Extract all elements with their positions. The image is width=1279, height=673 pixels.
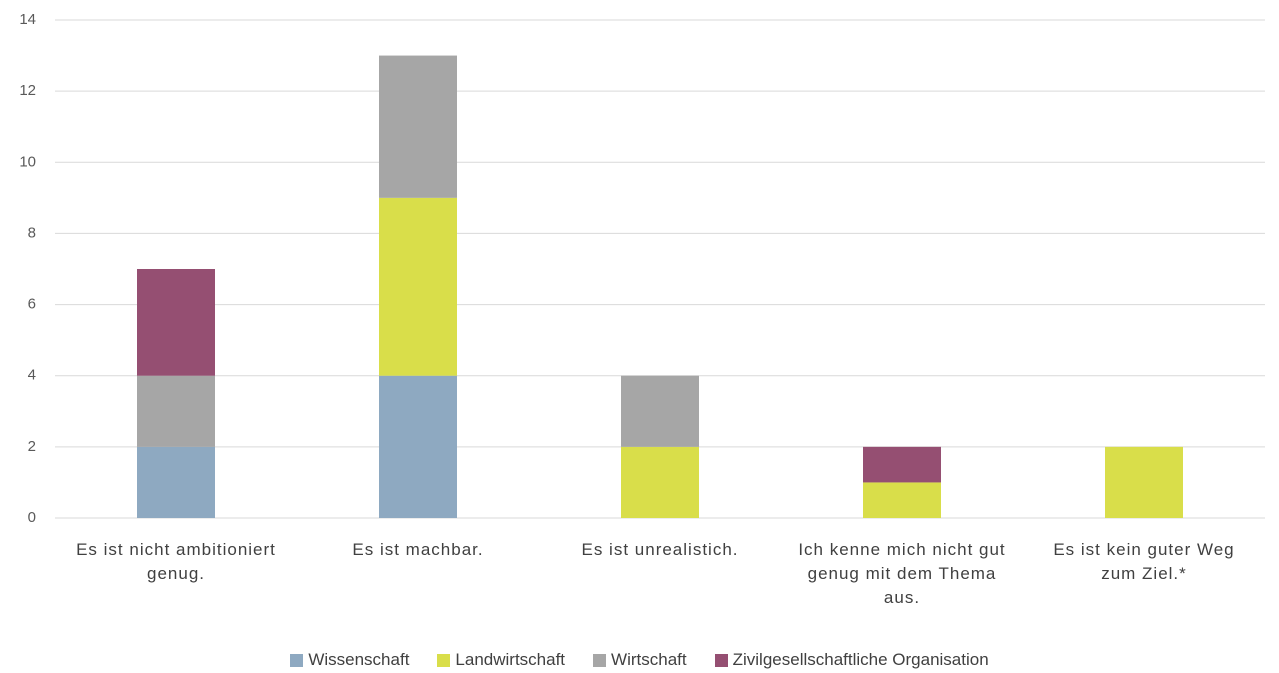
bar-segment	[137, 446, 215, 518]
legend-label: Wirtschaft	[611, 650, 687, 669]
legend-item: Zivilgesellschaftliche Organisation	[714, 650, 989, 670]
legend-swatch	[437, 653, 451, 667]
bar-segment	[863, 482, 941, 518]
bar-segment	[137, 375, 215, 447]
legend: Wissenschaft Landwirtschaft Wirtschaft Zivi…	[0, 650, 1279, 670]
legend-item: Landwirtschaft	[437, 650, 565, 670]
y-tick-label: 0	[28, 509, 36, 526]
legend-label: Zivilgesellschaftliche Organisation	[732, 650, 989, 669]
bar-segment	[137, 269, 215, 376]
x-tick-label: Es ist nicht ambitioniert genug.	[76, 540, 276, 583]
legend-label: Wissenschaft	[308, 650, 410, 669]
y-tick-label: 4	[28, 367, 36, 384]
x-tick-label: Es ist unrealistich.	[581, 540, 739, 559]
y-tick-label: 14	[19, 11, 36, 28]
legend-swatch	[290, 653, 304, 667]
legend-swatch	[714, 653, 728, 667]
x-tick-label: Es ist machbar.	[352, 540, 484, 559]
y-tick-label: 2	[28, 438, 36, 455]
x-tick-label: Ich kenne mich nicht gut genug mit dem T…	[798, 540, 1006, 607]
legend-label: Landwirtschaft	[455, 650, 566, 669]
legend-item: Wissenschaft	[290, 650, 409, 670]
legend-swatch	[593, 653, 607, 667]
bar-segment	[379, 55, 457, 198]
x-tick-label: Es ist kein guter Weg zum Ziel.*	[1053, 540, 1235, 583]
y-tick-label: 8	[28, 224, 36, 241]
bar-segment	[379, 197, 457, 376]
legend-item: Wirtschaft	[593, 650, 687, 670]
y-tick-label: 10	[19, 153, 36, 170]
bar-segment	[621, 375, 699, 447]
bar-segment	[863, 446, 941, 483]
bar-segment	[379, 375, 457, 518]
bar-segment	[1105, 446, 1183, 518]
y-tick-label: 12	[19, 82, 36, 99]
bar-segment	[621, 446, 699, 518]
y-tick-label: 6	[28, 296, 36, 313]
